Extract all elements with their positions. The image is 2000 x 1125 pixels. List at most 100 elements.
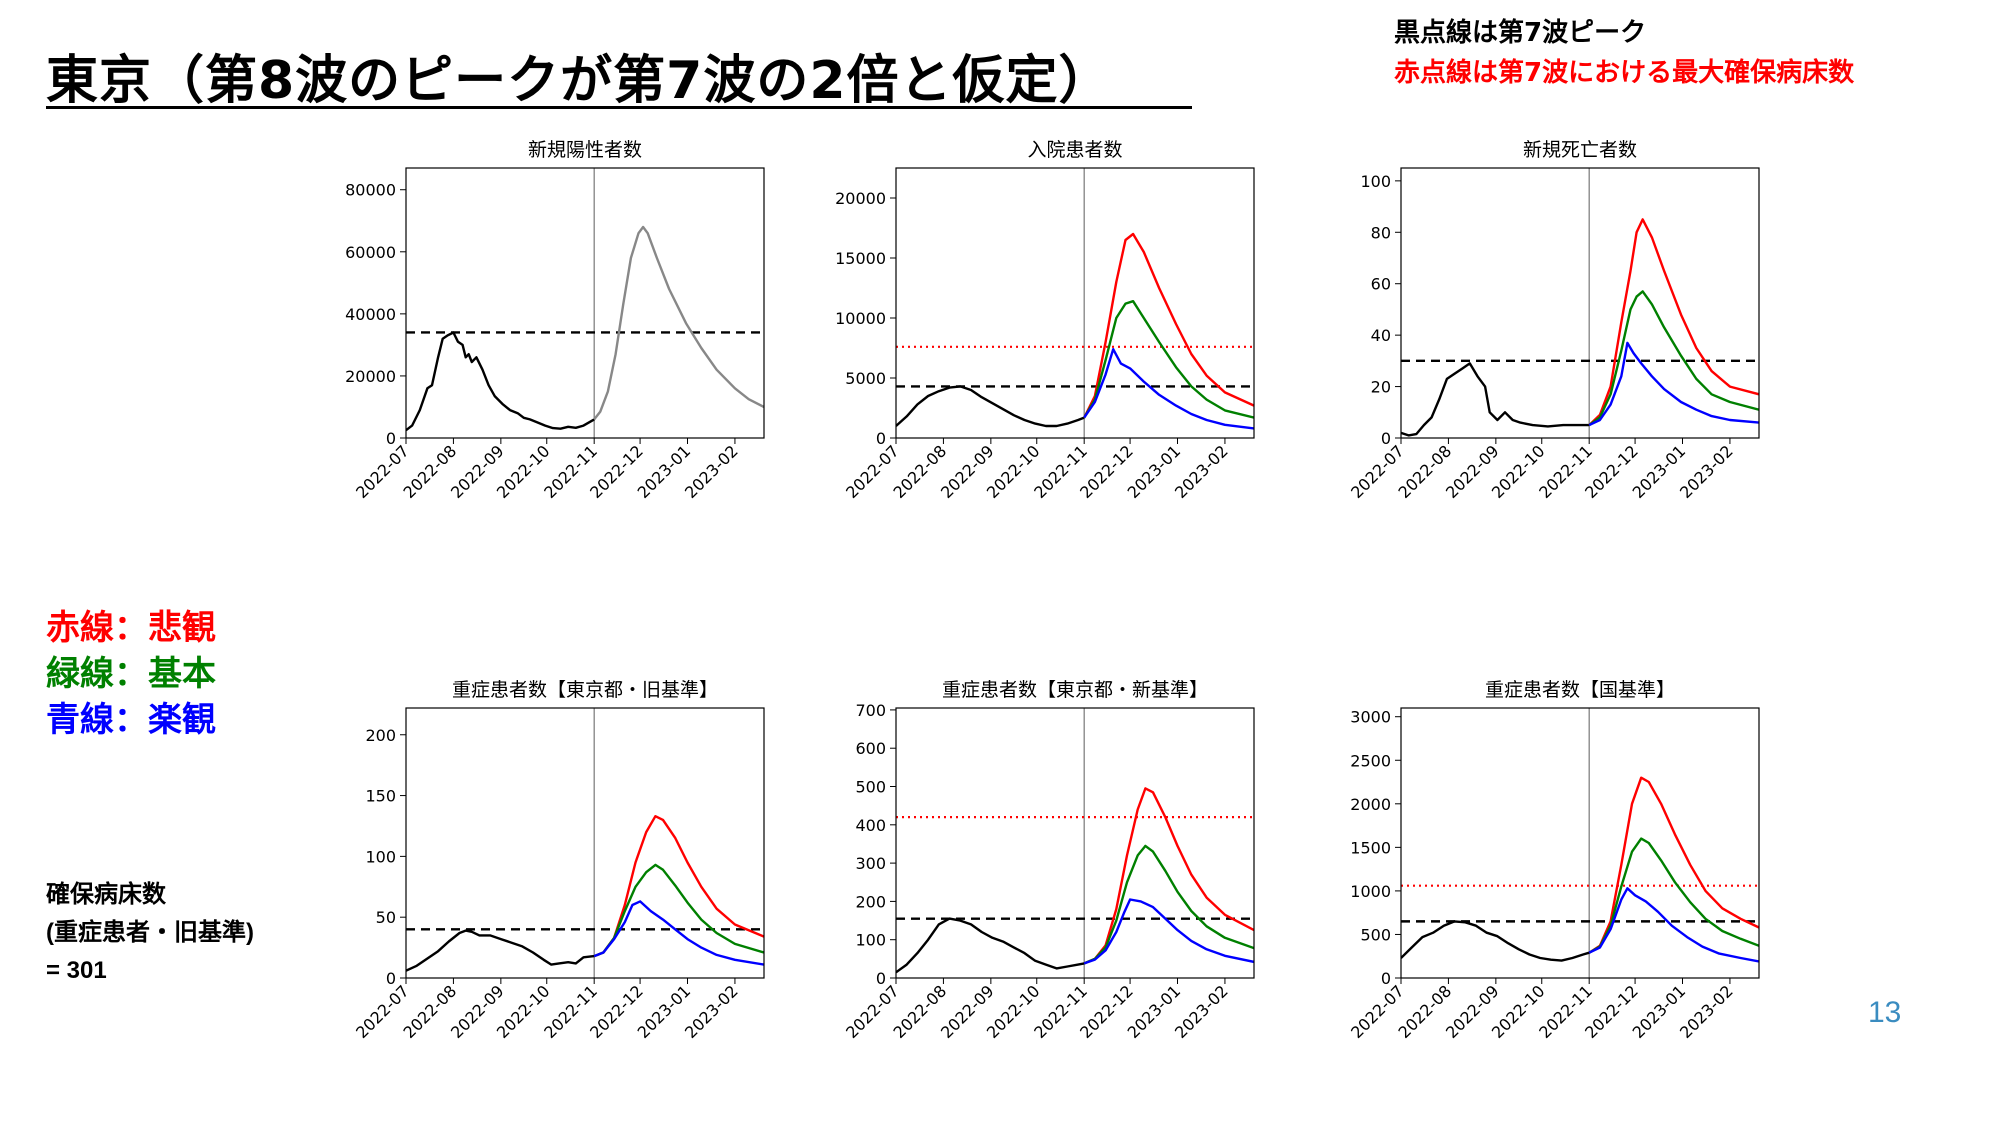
series-line-observed (406, 929, 595, 972)
y-tick-label: 60000 (345, 243, 396, 262)
series-line-baseline (1083, 300, 1254, 419)
series-line-optimistic (1083, 348, 1254, 430)
series-line-observed (896, 917, 1085, 974)
beds-note-line3: = 301 (46, 957, 107, 984)
series-line-pessimistic (593, 815, 764, 958)
legend-optimistic: 青線：楽観 (46, 700, 216, 740)
series-line-optimistic (1083, 898, 1254, 965)
chart-title: 新規陽性者数 (528, 139, 642, 161)
series-line-baseline (1588, 290, 1759, 427)
y-tick-label: 15000 (835, 249, 886, 268)
plot-frame (405, 167, 765, 439)
y-tick-label: 3000 (1350, 708, 1391, 727)
y-tick-label: 40 (1371, 326, 1391, 345)
beds-note-line1: 確保病床数 (46, 881, 166, 908)
y-tick-label: 40000 (345, 305, 396, 324)
y-tick-label: 500 (1360, 925, 1391, 944)
series-line-pessimistic (1588, 776, 1759, 954)
y-tick-label: 20000 (345, 367, 396, 386)
page-number: 13 (1868, 996, 1902, 1029)
y-tick-label: 100 (1360, 172, 1391, 191)
y-tick-label: 50 (376, 908, 396, 927)
series-line-optimistic (1588, 887, 1759, 963)
x-tick-label: 2023-02 (681, 981, 742, 1042)
y-tick-label: 10000 (835, 309, 886, 328)
note-red-dotted-line: 赤点線は第7波における最大確保病床数 (1394, 58, 1855, 88)
y-tick-label: 20 (1371, 378, 1391, 397)
series-line-observed (1401, 920, 1590, 962)
y-tick-label: 400 (855, 816, 886, 835)
series-line-observed (1401, 362, 1590, 437)
x-tick-label: 2023-02 (1171, 441, 1232, 502)
chart-severe-tokyo-new: 重症患者数【東京都・新基準】01002003004005006007002022… (842, 679, 1255, 1042)
y-tick-label: 200 (855, 892, 886, 911)
plot-frame (895, 707, 1255, 979)
y-tick-label: 300 (855, 854, 886, 873)
chart-title: 重症患者数【東京都・新基準】 (942, 679, 1208, 701)
chart-title: 入院患者数 (1027, 139, 1122, 161)
y-tick-label: 700 (855, 701, 886, 720)
page-title: 東京（第8波のピークが第7波の2倍と仮定） (46, 51, 1112, 111)
plot-frame (1400, 707, 1760, 979)
chart-new-cases: 新規陽性者数0200004000060000800002022-072022-0… (345, 139, 765, 502)
series-line-baseline (593, 863, 764, 958)
y-tick-label: 0 (876, 429, 886, 448)
chart-new-deaths: 新規死亡者数0204060801002022-072022-082022-092… (1347, 139, 1760, 502)
plot-area (406, 708, 764, 978)
y-tick-label: 0 (1381, 429, 1391, 448)
series-line-optimistic (593, 900, 764, 966)
plot-area (896, 168, 1254, 438)
series-line-observed (896, 385, 1085, 428)
y-tick-label: 100 (855, 931, 886, 950)
note-black-dotted-line: 黒点線は第7波ピーク (1394, 18, 1647, 48)
legend-baseline: 緑線：基本 (46, 654, 216, 694)
series-line-baseline (1588, 837, 1759, 954)
series-line-observed (406, 331, 595, 432)
plot-frame (405, 707, 765, 979)
chart-title: 新規死亡者数 (1523, 139, 1637, 161)
y-tick-label: 600 (855, 739, 886, 758)
y-tick-label: 20000 (835, 189, 886, 208)
y-tick-label: 80 (1371, 223, 1391, 242)
y-tick-label: 5000 (845, 369, 886, 388)
plot-area (1401, 708, 1759, 978)
y-tick-label: 150 (365, 787, 396, 806)
series-line-pessimistic (1588, 218, 1759, 426)
y-tick-label: 100 (365, 847, 396, 866)
x-tick-label: 2023-02 (1171, 981, 1232, 1042)
secured-beds-note: 確保病床数 (重症患者・旧基準) = 301 (46, 876, 254, 990)
plot-area (406, 168, 764, 438)
plot-area (1401, 168, 1759, 438)
x-tick-label: 2023-02 (681, 441, 742, 502)
y-tick-label: 0 (876, 969, 886, 988)
chart-hospitalized: 入院患者数050001000015000200002022-072022-082… (835, 139, 1255, 502)
y-tick-label: 80000 (345, 181, 396, 200)
y-tick-label: 1500 (1350, 838, 1391, 857)
y-tick-label: 0 (386, 429, 396, 448)
series-line-pessimistic (1083, 232, 1254, 419)
beds-note-line2: (重症患者・旧基準) (46, 919, 254, 946)
y-tick-label: 2000 (1350, 795, 1391, 814)
chart-title: 重症患者数【国基準】 (1485, 679, 1675, 701)
series-line-baseline (1083, 844, 1254, 965)
chart-severe-tokyo-old: 重症患者数【東京都・旧基準】0501001502002022-072022-08… (352, 679, 765, 1042)
title-underline (46, 106, 1192, 109)
y-tick-label: 2500 (1350, 751, 1391, 770)
plot-area (896, 708, 1254, 978)
y-tick-label: 0 (386, 969, 396, 988)
y-tick-label: 1000 (1350, 882, 1391, 901)
chart-title: 重症患者数【東京都・旧基準】 (452, 679, 718, 701)
y-tick-label: 60 (1371, 275, 1391, 294)
y-tick-label: 500 (855, 778, 886, 797)
x-tick-label: 2023-02 (1676, 981, 1737, 1042)
chart-severe-national: 重症患者数【国基準】0500100015002000250030002022-0… (1347, 679, 1760, 1042)
series-line-optimistic (1588, 341, 1759, 427)
plot-frame (895, 167, 1255, 439)
series-line-projection_gray (593, 225, 764, 421)
y-tick-label: 0 (1381, 969, 1391, 988)
series-line-pessimistic (1083, 787, 1254, 965)
y-tick-label: 200 (365, 726, 396, 745)
x-tick-label: 2023-02 (1676, 441, 1737, 502)
plot-frame (1400, 167, 1760, 439)
legend-pessimistic: 赤線：悲観 (46, 608, 216, 648)
